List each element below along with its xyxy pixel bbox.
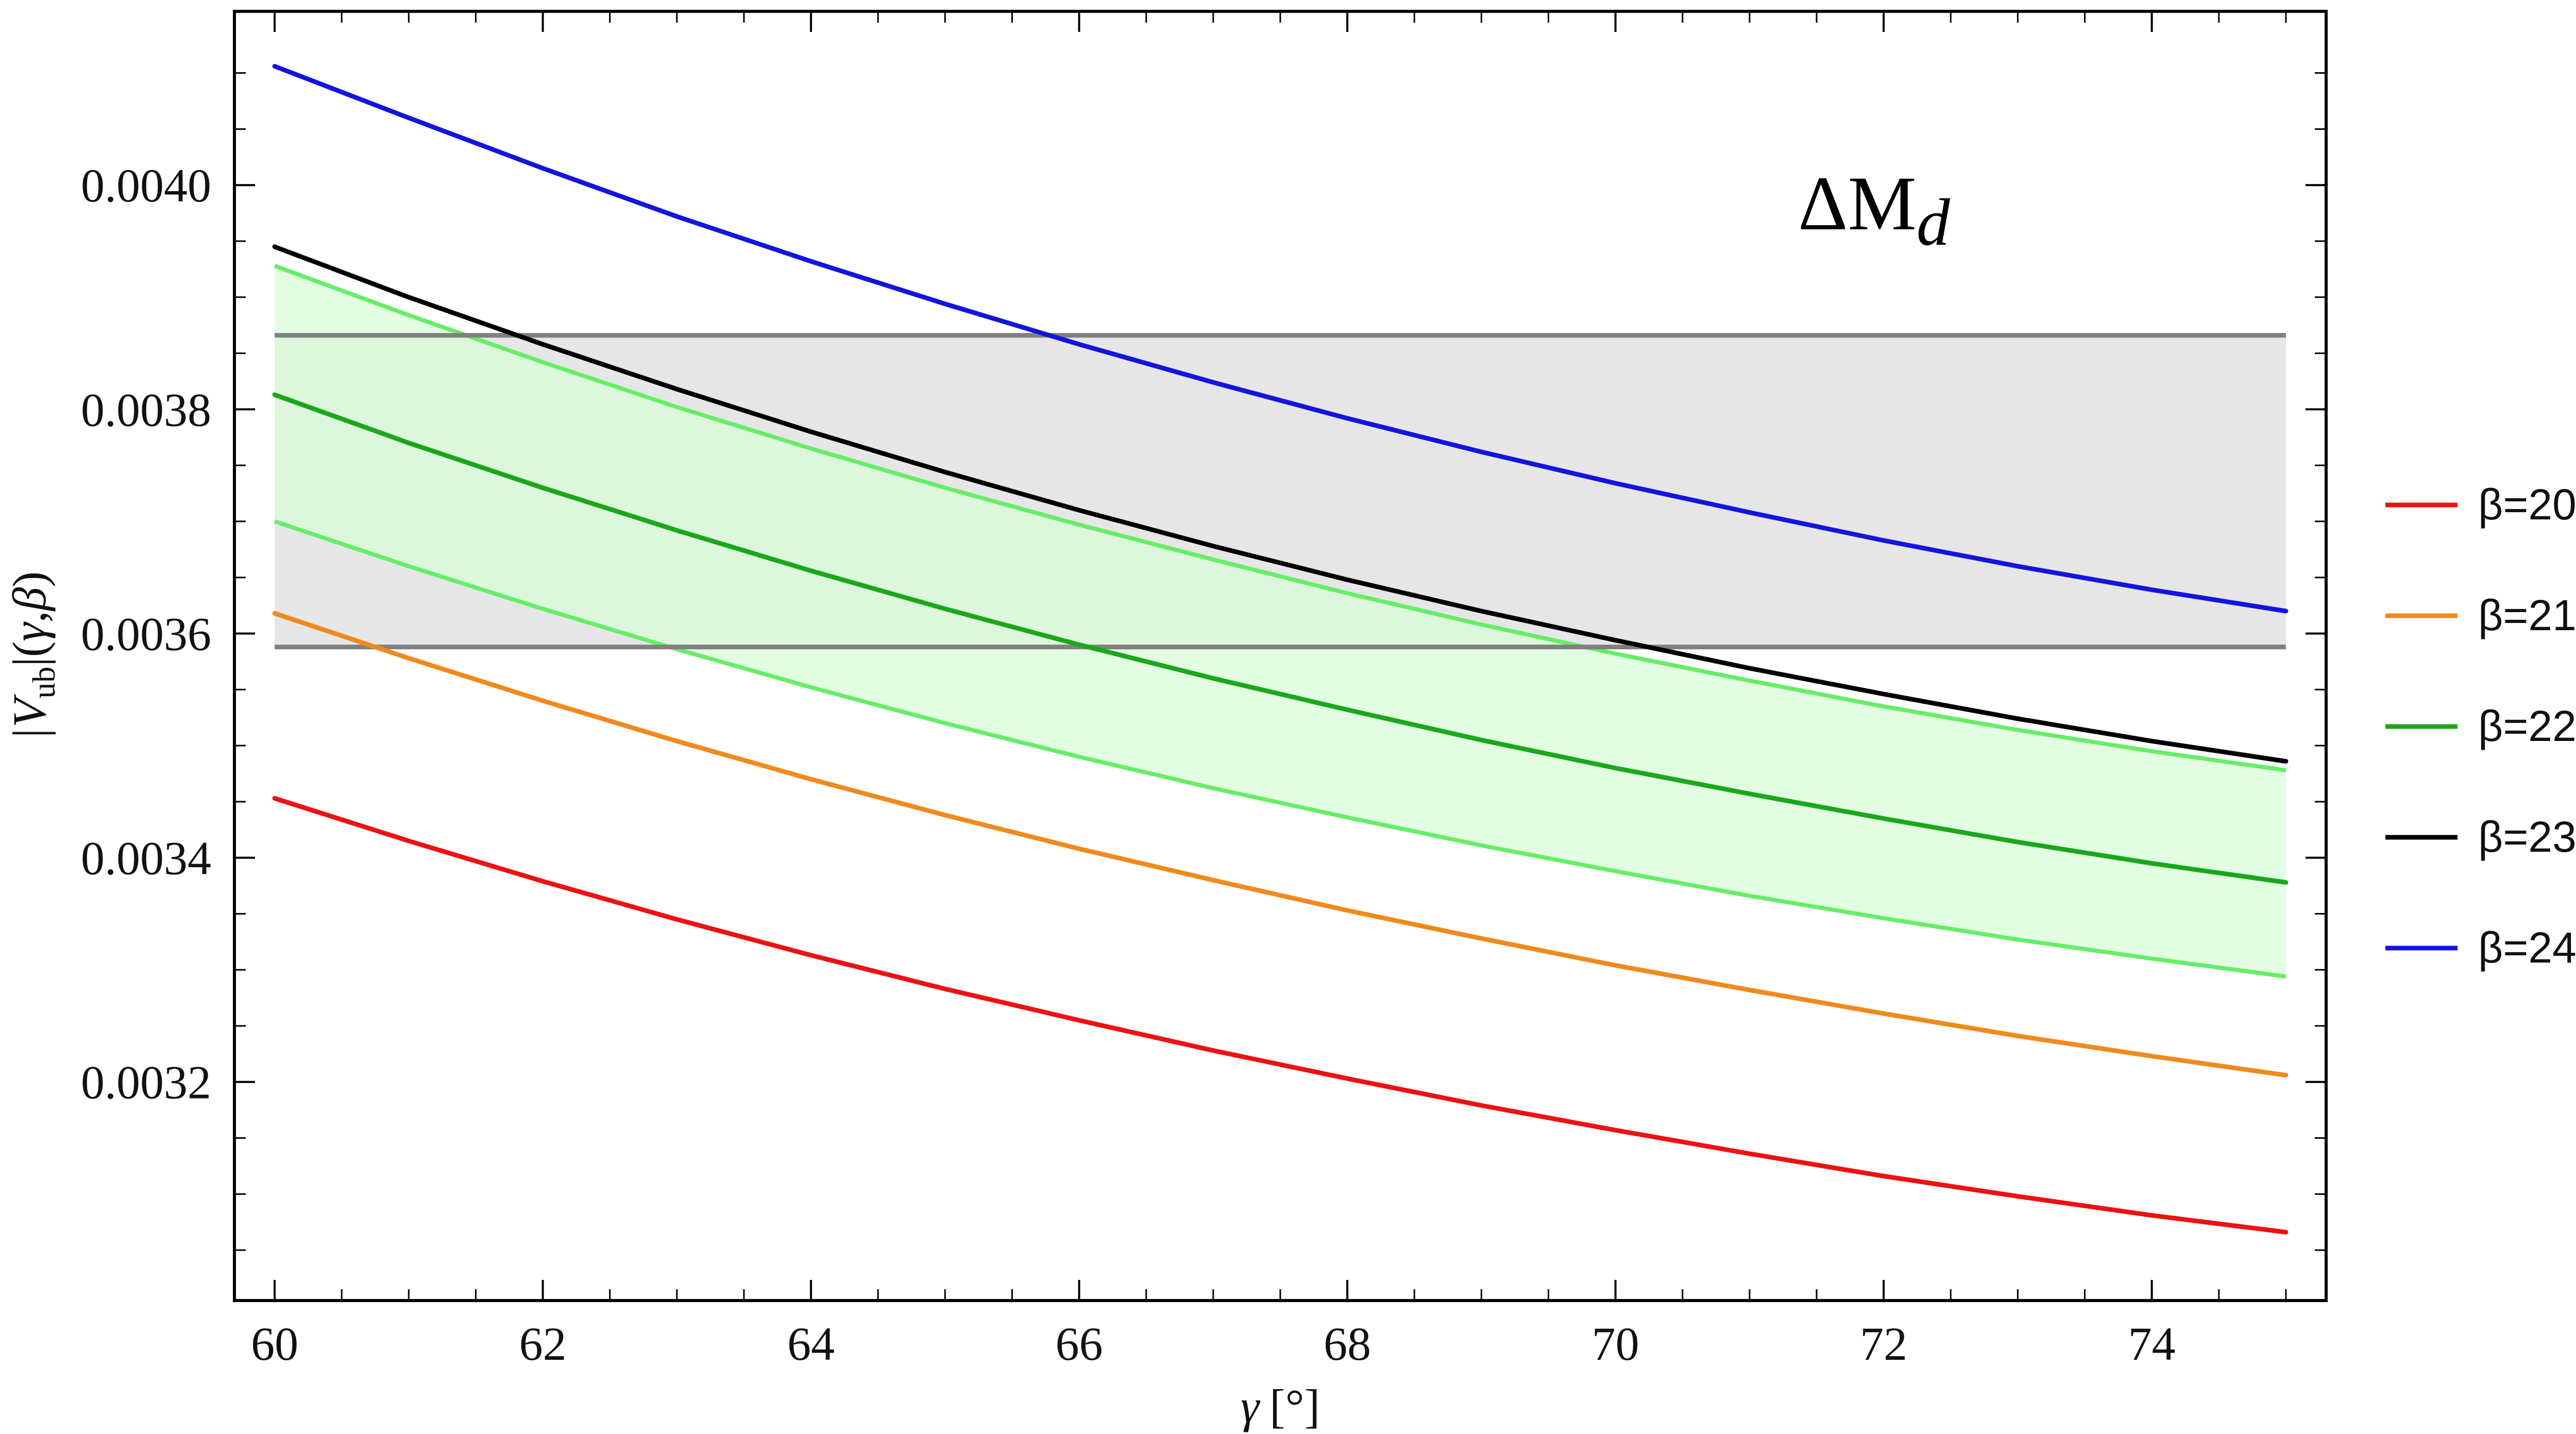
x-axis-unit: [°] (1269, 1380, 1320, 1432)
annotation-sub: d (1917, 185, 1951, 260)
series-line-24 (272, 64, 2289, 614)
x-axis-title: γ [°] (1241, 1380, 1320, 1432)
series-layer (272, 64, 2289, 1235)
x-tick-label: 60 (251, 1318, 298, 1370)
legend-entry: β=24° (2385, 923, 2576, 972)
y-tick-label: 0.0038 (81, 383, 211, 436)
x-tick-label: 74 (2128, 1318, 2176, 1370)
x-tick-label: 66 (1056, 1318, 1103, 1370)
annotation-main: ΔM (1798, 161, 1917, 246)
legend: β=20° β=21° β=22.2° β=23° β=24° (2385, 480, 2576, 972)
y-axis-title: |Vub|(γ,β) (3, 571, 62, 740)
annotation-delta-md: ΔMd (1798, 161, 1951, 260)
legend-entry: β=23° (2385, 813, 2576, 861)
x-axis-symbol: γ (1241, 1380, 1261, 1432)
y-tick-label: 0.0036 (81, 608, 211, 660)
legend-entry: β=21° (2385, 591, 2576, 639)
x-tick-label: 72 (1860, 1318, 1907, 1370)
y-axis-close: |( (3, 642, 56, 667)
y-tick-label: 0.0032 (81, 1056, 211, 1109)
y-axis-open: |V (3, 694, 56, 740)
legend-label-beta-24: β=24° (2478, 923, 2576, 972)
x-tick-label: 70 (1592, 1318, 1639, 1370)
y-axis-end: ) (3, 571, 56, 587)
series-line-23 (272, 244, 2289, 764)
y-tick-label: 0.0034 (81, 832, 211, 885)
y-tick-label: 0.0040 (81, 159, 211, 212)
y-axis-beta: β (3, 587, 56, 612)
legend-label-beta-21: β=21° (2478, 591, 2576, 639)
legend-entry: β=20° (2385, 480, 2576, 529)
legend-entry: β=22.2° (2385, 702, 2576, 750)
band-lower-edge (274, 519, 2286, 979)
series-line-21 (272, 611, 2289, 1078)
legend-label-beta-22-2: β=22.2° (2478, 702, 2576, 750)
y-axis-gamma: γ (3, 621, 56, 642)
x-tick-label: 64 (787, 1318, 835, 1370)
x-tick-label: 62 (519, 1318, 567, 1370)
x-tick-label: 68 (1324, 1318, 1371, 1370)
band-upper-edge (274, 264, 2286, 772)
series-line-20 (272, 796, 2289, 1235)
y-axis-sub: ub (27, 667, 62, 699)
legend-label-beta-20: β=20° (2478, 480, 2576, 529)
tick-layer: 60 62 64 66 68 70 72 74 0.0032 0.0034 0.0036 0.0038… (81, 11, 2326, 1370)
legend-label-beta-23: β=23° (2478, 813, 2576, 861)
series-line-22-2 (272, 392, 2289, 885)
y-axis-comma: , (3, 611, 56, 622)
